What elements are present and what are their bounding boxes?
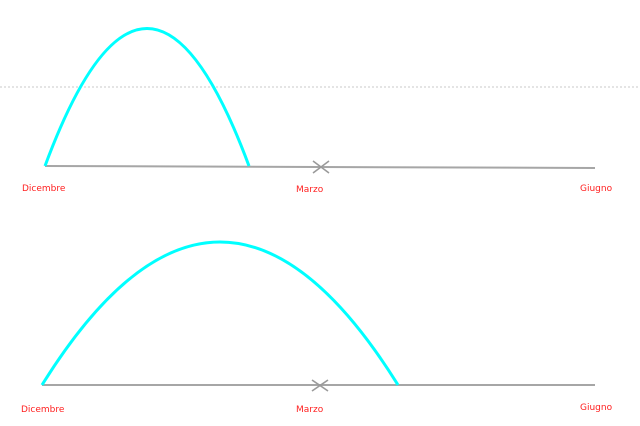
x-marker-icon [311, 379, 329, 392]
panel-top: Dicembre Marzo Giugno [22, 27, 613, 195]
label-end: Giugno [580, 403, 613, 413]
arc-curve [43, 27, 251, 167]
label-end: Giugno [580, 184, 613, 194]
arc-curve [40, 240, 400, 386]
label-middle: Marzo [296, 405, 324, 415]
label-start: Dicembre [21, 405, 65, 415]
label-start: Dicembre [22, 184, 66, 194]
x-marker-icon [312, 160, 330, 174]
panel-bottom: Dicembre Marzo Giugno [21, 240, 613, 415]
label-middle: Marzo [296, 185, 324, 195]
